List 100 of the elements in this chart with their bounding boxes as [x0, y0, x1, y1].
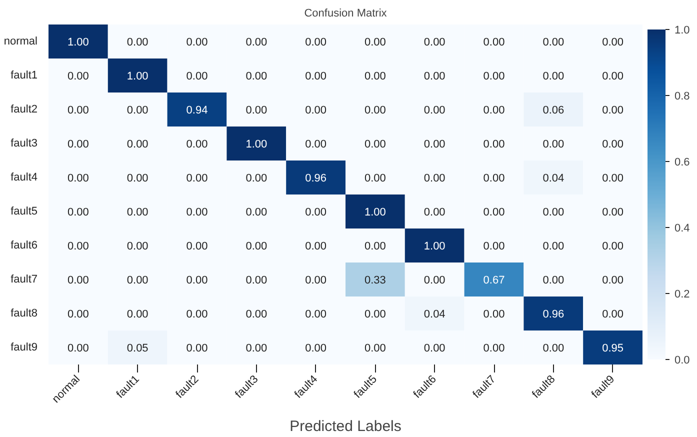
data-label: 0.00 [483, 172, 505, 184]
data-label: 0.94 [186, 104, 208, 116]
data-label: 0.00 [305, 308, 327, 320]
data-label: 0.00 [186, 138, 208, 150]
data-label: 0.00 [602, 308, 624, 320]
data-label: 0.00 [602, 240, 624, 252]
data-label: 0.00 [67, 342, 89, 354]
data-label: 0.00 [305, 206, 327, 218]
data-label: 0.00 [483, 36, 505, 48]
data-label: 0.00 [67, 104, 89, 116]
data-label: 0.00 [602, 274, 624, 286]
y-tick-label: fault8 [10, 308, 38, 320]
x-axis-title: Predicted Labels [290, 418, 402, 435]
data-label: 0.33 [364, 274, 386, 286]
data-label: 0.05 [126, 342, 148, 354]
y-tick-label: fault1 [10, 70, 38, 82]
data-label: 0.00 [305, 138, 327, 150]
data-label: 0.00 [246, 342, 268, 354]
data-label: 0.00 [424, 70, 446, 82]
data-label: 0.00 [67, 138, 89, 150]
data-label: 0.00 [186, 308, 208, 320]
data-label: 0.00 [186, 240, 208, 252]
data-label: 0.00 [246, 36, 268, 48]
data-label: 0.00 [483, 206, 505, 218]
y-tick-label: fault6 [10, 240, 38, 252]
data-label: 0.00 [67, 70, 89, 82]
data-label: 0.00 [483, 342, 505, 354]
data-label: 0.00 [186, 342, 208, 354]
y-tick-label: fault9 [10, 342, 38, 354]
data-label: 0.00 [483, 138, 505, 150]
data-label: 0.00 [542, 342, 564, 354]
data-label: 0.00 [483, 70, 505, 82]
data-label: 0.00 [126, 206, 148, 218]
data-label: 0.00 [602, 104, 624, 116]
data-label: 0.00 [67, 240, 89, 252]
data-label: 0.00 [246, 308, 268, 320]
data-label: 1.00 [67, 36, 89, 48]
data-label: 0.00 [424, 342, 446, 354]
data-label: 0.00 [483, 308, 505, 320]
color-bar-label: 1.0 [674, 24, 690, 36]
data-label: 0.00 [424, 138, 446, 150]
data-label: 0.00 [186, 206, 208, 218]
data-label: 0.96 [305, 172, 327, 184]
data-label: 0.00 [305, 104, 327, 116]
data-label: 0.67 [483, 274, 505, 286]
data-label: 0.00 [246, 206, 268, 218]
data-label: 0.00 [364, 138, 386, 150]
data-label: 0.00 [246, 104, 268, 116]
data-label: 1.00 [424, 240, 446, 252]
data-label: 0.00 [364, 172, 386, 184]
color-bar-label: 0.0 [674, 354, 690, 366]
data-label: 0.00 [424, 274, 446, 286]
y-tick-label: fault2 [10, 104, 38, 116]
data-label: 0.00 [67, 206, 89, 218]
y-tick-label: fault3 [10, 138, 38, 150]
data-label: 0.04 [424, 308, 446, 320]
data-label: 0.00 [364, 104, 386, 116]
data-label: 0.00 [126, 308, 148, 320]
data-label: 0.00 [542, 36, 564, 48]
data-label: 0.00 [186, 172, 208, 184]
data-label: 0.00 [424, 206, 446, 218]
data-label: 0.00 [246, 70, 268, 82]
data-label: 0.00 [305, 36, 327, 48]
data-label: 0.00 [126, 172, 148, 184]
data-label: 0.00 [364, 308, 386, 320]
data-label: 0.00 [246, 172, 268, 184]
data-label: 0.00 [246, 274, 268, 286]
data-label: 0.00 [542, 138, 564, 150]
data-label: 0.00 [424, 36, 446, 48]
data-label: 0.00 [602, 70, 624, 82]
data-label: 0.00 [186, 70, 208, 82]
y-tick-label: normal [4, 36, 38, 48]
data-label: 0.00 [542, 70, 564, 82]
data-label: 0.00 [126, 104, 148, 116]
data-label: 1.00 [364, 206, 386, 218]
data-label: 0.00 [126, 240, 148, 252]
data-label: 0.00 [602, 138, 624, 150]
data-label: 0.00 [364, 70, 386, 82]
data-label: 0.00 [305, 240, 327, 252]
data-label: 1.00 [126, 70, 148, 82]
data-label: 1.00 [246, 138, 268, 150]
data-label: 0.00 [67, 172, 89, 184]
data-label: 0.00 [424, 172, 446, 184]
y-tick-label: fault7 [10, 274, 38, 286]
data-label: 0.00 [602, 36, 624, 48]
data-label: 0.00 [542, 274, 564, 286]
data-label: 0.95 [602, 342, 624, 354]
data-label: 0.00 [186, 274, 208, 286]
data-label: 0.00 [424, 104, 446, 116]
color-bar-label: 0.4 [674, 222, 690, 234]
data-label: 0.00 [483, 240, 505, 252]
data-label: 0.00 [126, 274, 148, 286]
data-label: 0.06 [542, 104, 564, 116]
data-label: 0.00 [483, 104, 505, 116]
color-bar-label: 0.6 [674, 156, 690, 168]
data-label: 0.00 [364, 36, 386, 48]
data-label: 0.00 [126, 138, 148, 150]
data-label: 0.00 [246, 240, 268, 252]
y-tick-label: fault5 [10, 206, 38, 218]
color-bar-label: 0.2 [674, 288, 690, 300]
